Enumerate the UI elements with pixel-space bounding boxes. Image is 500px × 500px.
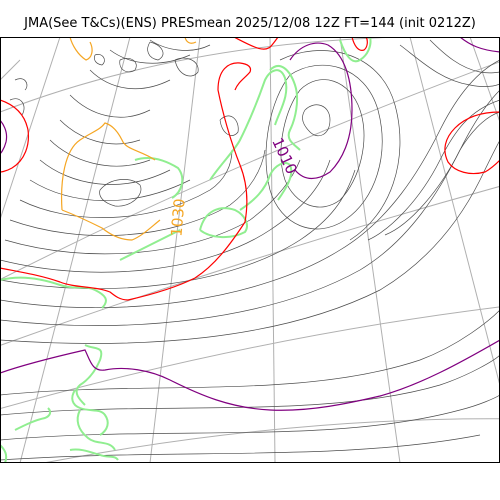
contour-label-1030: 1030 (167, 198, 188, 238)
isobar-1010 (0, 37, 500, 411)
page-title: JMA(See T&Cs)(ENS) PRESmean 2025/12/08 1… (24, 16, 476, 31)
isobar-1020 (0, 37, 500, 301)
pressure-map: 1030 1010 (0, 37, 500, 463)
graticule (0, 37, 500, 463)
isobar-1030 (60, 37, 197, 241)
